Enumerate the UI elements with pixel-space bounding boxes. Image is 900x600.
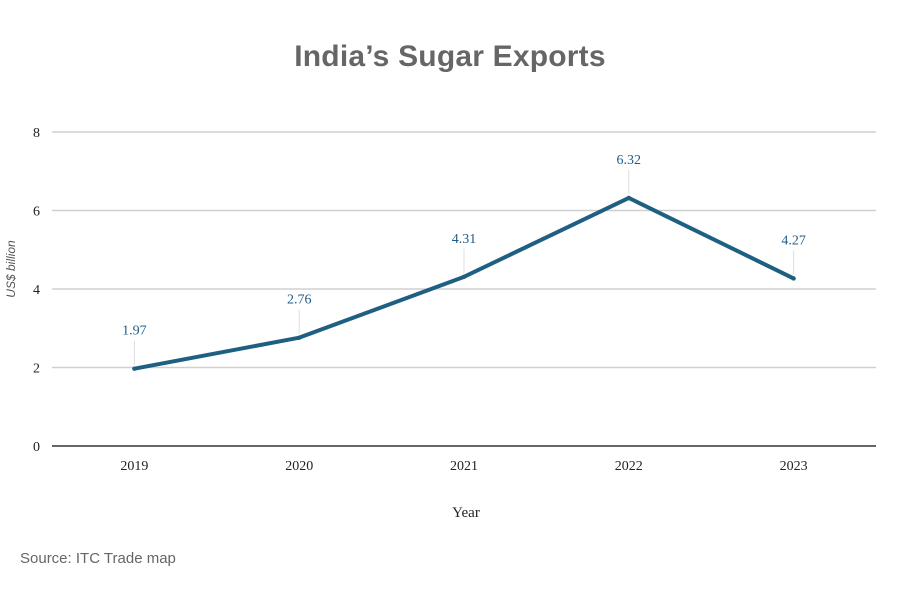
y-tick-label-2: 2	[33, 362, 40, 377]
y-tick-label-0: 0	[33, 440, 40, 455]
x-tick-label-2022: 2022	[615, 459, 643, 474]
data-point	[297, 335, 302, 340]
y-tick-label-8: 8	[33, 126, 40, 141]
series-line	[132, 195, 796, 371]
y-tick-label-6: 6	[33, 205, 40, 220]
x-tick-label-2023: 2023	[780, 459, 808, 474]
data-label-2021: 4.31	[452, 232, 477, 247]
source-note: Source: ITC Trade map	[20, 550, 176, 567]
data-label-2020: 2.76	[287, 293, 312, 308]
data-label-2023: 4.27	[781, 233, 806, 248]
data-label-2022: 6.32	[617, 153, 642, 168]
data-label-2019: 1.97	[122, 324, 147, 339]
data-point	[132, 366, 137, 371]
x-axis-title: Year	[452, 505, 480, 521]
data-point	[791, 276, 796, 281]
data-point	[461, 274, 467, 280]
y-axis-title: US$ billion	[4, 240, 18, 298]
y-tick-label-4: 4	[33, 283, 40, 298]
data-point	[626, 195, 631, 201]
x-tick-label-2021: 2021	[450, 459, 478, 474]
x-tick-label-2019: 2019	[120, 459, 148, 474]
chart-title: India’s Sugar Exports	[294, 40, 606, 73]
x-tick-label-2020: 2020	[285, 459, 313, 474]
